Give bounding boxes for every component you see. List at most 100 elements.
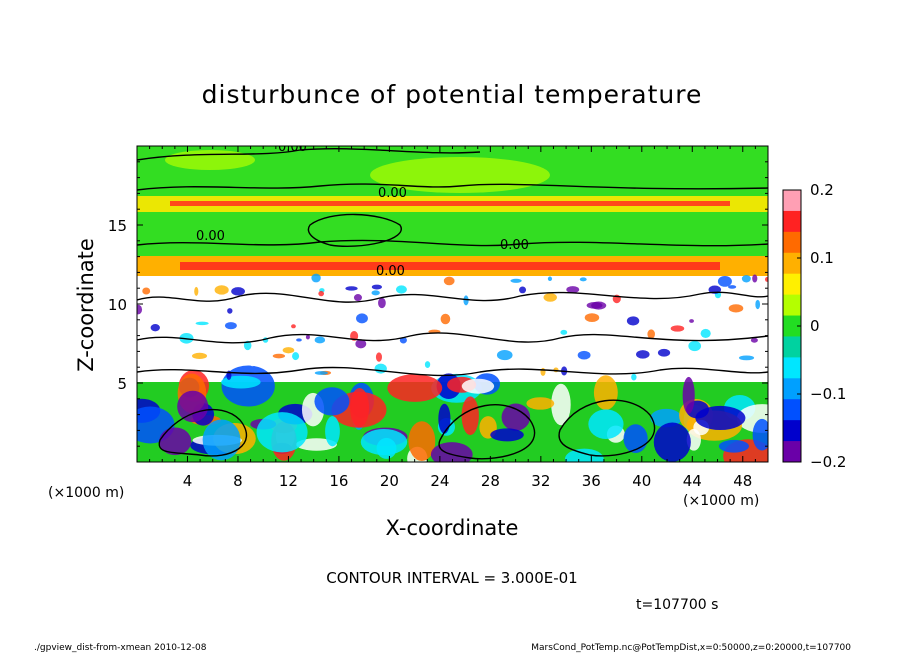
- x-tick-label: 20: [380, 472, 399, 490]
- x-unit-right: (×1000 m): [683, 493, 759, 509]
- convective-cell: [526, 397, 555, 410]
- mixing-speck: [728, 304, 744, 313]
- contour-label: 0.00: [376, 264, 405, 279]
- mixing-speck: [292, 352, 300, 361]
- mixing-speck: [318, 290, 325, 297]
- x-tick-label: 32: [531, 472, 550, 490]
- mixing-speck: [463, 295, 469, 306]
- mixing-speck: [142, 287, 151, 295]
- convective-cell: [177, 390, 209, 423]
- x-tick-label: 48: [733, 472, 752, 490]
- mixing-speck: [195, 321, 209, 326]
- mixing-speck: [688, 340, 702, 352]
- mixing-speck: [543, 293, 557, 302]
- mixing-speck: [248, 357, 257, 367]
- mixing-speck: [243, 340, 252, 351]
- colorbar-tick-label: 0: [810, 317, 820, 335]
- contour-line: [137, 332, 768, 344]
- mixing-speck: [727, 285, 737, 289]
- mixing-speck: [560, 329, 568, 335]
- mixing-speck: [150, 323, 160, 332]
- mixing-speck: [440, 313, 451, 325]
- mixing-speck: [503, 310, 516, 315]
- colorbar-swatch: [783, 252, 801, 275]
- mixing-speck: [750, 337, 758, 343]
- mixing-speck: [303, 371, 314, 377]
- contour-line: [438, 404, 536, 460]
- mid-hot-streak: [180, 262, 720, 270]
- convective-cell: [593, 375, 618, 410]
- convective-cell: [314, 387, 350, 416]
- mixing-speck: [626, 316, 640, 326]
- mixing-speck: [631, 373, 637, 381]
- mixing-speck: [191, 352, 208, 360]
- mixing-speck: [647, 329, 655, 339]
- colorbar-swatch: [783, 336, 801, 358]
- mixing-speck: [314, 336, 326, 344]
- mixing-speck: [167, 300, 178, 308]
- z-tick-label: 15: [108, 217, 127, 235]
- x-axis-label: X-coordinate: [386, 516, 519, 540]
- colorbar: 0.2 0.1 0 −0.1 −0.2: [782, 181, 846, 471]
- mixing-speck: [355, 339, 367, 349]
- mixing-speck: [700, 328, 711, 338]
- x-tick-label: 44: [683, 472, 702, 490]
- z-tick-label: 5: [117, 375, 127, 393]
- convective-cell: [461, 396, 479, 436]
- convective-cell: [159, 427, 192, 456]
- potential-temperature-field: 0.00 0.00 0.00 0.00 0.00: [137, 146, 768, 462]
- mixing-speck: [371, 290, 380, 296]
- convective-cell: [623, 424, 648, 453]
- mixing-speck: [752, 274, 758, 283]
- mixing-speck: [227, 308, 233, 314]
- contour-line: [558, 399, 656, 457]
- mixing-speck: [584, 313, 600, 323]
- contour-label: 0.00: [500, 238, 529, 253]
- z-tick-label: 10: [108, 296, 127, 314]
- convective-cell: [682, 376, 695, 414]
- colorbar-tick-label: 0.2: [810, 181, 834, 199]
- convective-cell: [438, 403, 451, 434]
- mixing-speck: [374, 363, 387, 374]
- colorbar-swatch: [783, 420, 801, 442]
- convective-cell: [501, 403, 531, 431]
- colorbar-swatch: [783, 294, 801, 317]
- colorbar-swatch: [783, 378, 801, 400]
- colorbar-swatch: [783, 190, 801, 212]
- mixing-speck: [450, 336, 457, 347]
- mixing-speck: [208, 277, 223, 282]
- mixing-speck: [231, 287, 245, 296]
- footer-left: ./gpview_dist-from-xmean 2010-12-08: [34, 643, 207, 653]
- mixing-speck: [577, 350, 591, 360]
- mixing-speck: [194, 286, 199, 296]
- mixing-speck: [579, 277, 587, 282]
- mixing-speck: [738, 355, 755, 361]
- x-tick-label: 28: [481, 472, 500, 490]
- colorbar-swatch: [783, 210, 801, 233]
- colorbar-tick-label: −0.2: [810, 453, 846, 471]
- x-tick-label: 24: [430, 472, 449, 490]
- chart-title: disturbunce of potential temperature: [202, 80, 703, 109]
- mixing-speck: [764, 277, 768, 282]
- contour-interval: CONTOUR INTERVAL = 3.000E-01: [326, 569, 577, 587]
- colorbar-tick-label: 0.1: [810, 249, 834, 267]
- mixing-speck: [378, 297, 386, 309]
- x-tick-label: 4: [183, 472, 193, 490]
- mixing-speck: [443, 276, 455, 286]
- mixing-speck: [510, 278, 522, 283]
- mixing-speck: [657, 348, 671, 357]
- mixing-speck: [519, 286, 527, 294]
- mixing-speck: [636, 350, 650, 359]
- convective-cell: [564, 448, 604, 462]
- mixing-speck: [717, 275, 732, 287]
- convective-cell: [718, 439, 749, 453]
- x-tick-label: 8: [233, 472, 243, 490]
- mixing-speck: [741, 275, 751, 283]
- colorbar-swatch: [783, 231, 801, 254]
- convective-cell: [588, 409, 624, 439]
- contour-label: 0.00: [196, 229, 225, 244]
- mixing-speck: [689, 319, 694, 323]
- mixing-speck: [424, 361, 431, 369]
- convective-cell: [387, 374, 443, 402]
